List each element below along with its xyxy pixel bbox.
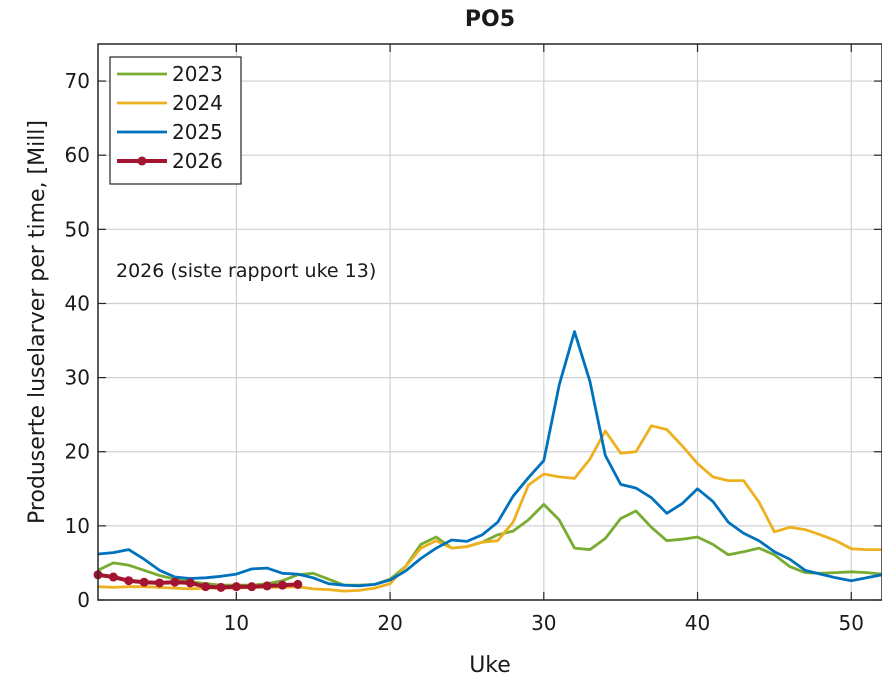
x-axis-label: Uke [469, 653, 511, 678]
ticks: 10 20 30 40 50 0 10 20 30 40 50 60 70 [65, 44, 882, 635]
legend-label-2026: 2026 [172, 149, 223, 173]
y-tick-label: 40 [65, 291, 90, 315]
series-line-2024 [97, 424, 882, 593]
data-point-2026 [154, 578, 164, 588]
y-tick-label: 60 [65, 143, 90, 167]
y-tick-label: 0 [77, 588, 90, 612]
legend-label-2023: 2023 [172, 62, 223, 86]
x-tick-label: 50 [839, 611, 864, 635]
data-point-2026 [108, 572, 118, 582]
x-tick-label: 40 [685, 611, 710, 635]
series-line-2025 [97, 330, 882, 588]
chart-title: PO5 [465, 7, 515, 32]
y-tick-label: 30 [65, 366, 90, 390]
data-point-2026 [170, 577, 180, 587]
data-point-2026 [262, 581, 272, 591]
chart-annotation: 2026 (siste rapport uke 13) [116, 260, 376, 282]
data-point-2026 [124, 576, 134, 586]
legend: 2023 2024 2025 2026 [109, 56, 242, 185]
data-point-2026 [247, 582, 257, 592]
plot-area-frame [97, 43, 882, 601]
data-point-2026 [231, 582, 241, 592]
data-point-2026 [139, 577, 149, 587]
legend-marker-2026 [137, 156, 147, 166]
y-axis-label: Produserte luselarver per time, [Mill] [25, 120, 50, 524]
legend-label-2024: 2024 [172, 91, 223, 115]
data-point-2026 [293, 579, 303, 589]
legend-label-2025: 2025 [172, 120, 223, 144]
data-point-2026 [277, 580, 287, 590]
y-tick-label: 10 [65, 514, 90, 538]
x-tick-label: 10 [224, 611, 249, 635]
series-group [93, 330, 882, 593]
data-point-2026 [216, 582, 226, 592]
data-point-2026 [185, 578, 195, 588]
x-tick-label: 30 [531, 611, 556, 635]
y-tick-label: 20 [65, 440, 90, 464]
y-tick-label: 70 [65, 69, 90, 93]
y-tick-label: 50 [65, 217, 90, 241]
data-point-2026 [201, 582, 211, 592]
x-tick-label: 20 [377, 611, 402, 635]
